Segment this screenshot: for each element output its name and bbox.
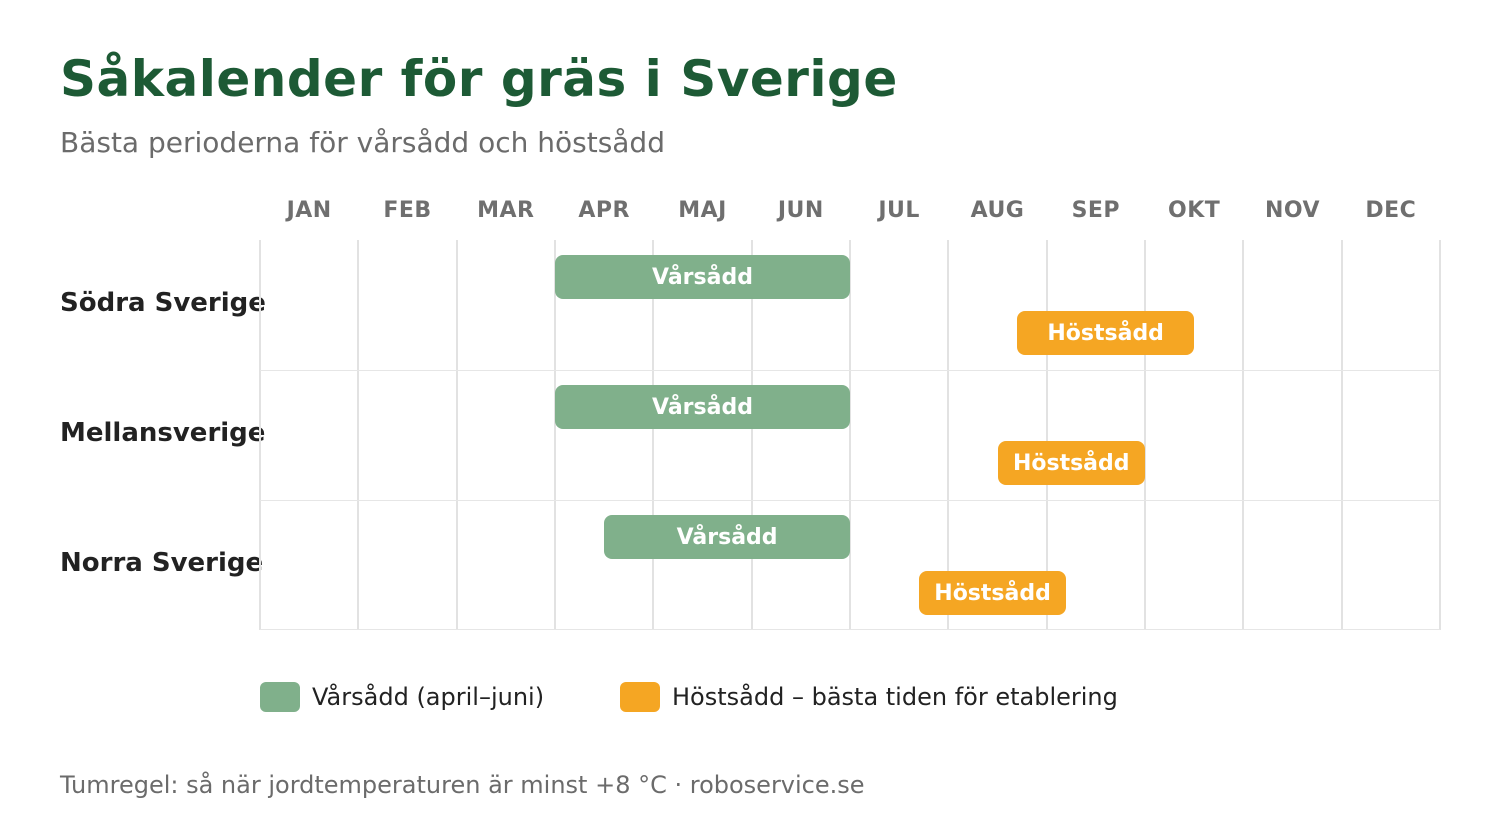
month-label-dec: DEC — [1365, 198, 1417, 223]
grid-vline — [554, 240, 556, 630]
grid-vline — [1242, 240, 1245, 630]
calendar-grid: Vårsådd Höstsådd Vårsådd Höstsådd Vårsådd Hös… — [259, 240, 1441, 630]
month-label-nov: NOV — [1264, 198, 1321, 223]
grid-vline — [357, 240, 360, 630]
bar-hostsadd: Höstsådd — [997, 441, 1145, 485]
grid-vline — [1439, 240, 1441, 630]
month-label-maj: MAJ — [678, 198, 727, 223]
footer-note: Tumregel: så när jordtemperaturen är min… — [60, 771, 865, 799]
grid-hline — [260, 500, 1440, 501]
month-label-mar: MAR — [477, 198, 535, 223]
month-label-feb: FEB — [383, 198, 432, 223]
month-label-jul: JUL — [878, 198, 920, 223]
month-label-jun: JUN — [777, 198, 824, 223]
grid-vline — [652, 240, 655, 630]
region-label: Södra Sverige — [60, 288, 266, 318]
month-label-aug: AUG — [970, 198, 1025, 223]
month-label-jan: JAN — [286, 198, 332, 223]
grid-hline — [260, 629, 1440, 630]
legend-swatch-autumn — [620, 682, 660, 712]
grid-vline — [1340, 240, 1343, 630]
chart-subtitle: Bästa perioderna för vårsådd och höstsåd… — [60, 126, 665, 159]
chart-title: Såkalender för gräs i Sverige — [60, 50, 898, 108]
grid-vline — [455, 240, 458, 630]
grid-vline — [849, 240, 851, 630]
bar-varsadd: Vårsådd — [555, 255, 850, 299]
region-label: Mellansverige — [60, 418, 266, 448]
bar-hostsadd: Höstsådd — [918, 571, 1067, 615]
bar-varsadd: Vårsådd — [604, 515, 850, 559]
grid-vline — [750, 240, 753, 630]
legend-label-autumn: Höstsådd – bästa tiden för etablering — [672, 683, 1118, 711]
legend-label-spring: Vårsådd (april–juni) — [312, 683, 545, 711]
grid-hline — [260, 370, 1440, 371]
month-label-okt: OKT — [1168, 198, 1221, 223]
region-label: Norra Sverige — [60, 548, 264, 578]
grid-vline — [259, 240, 261, 630]
month-label-apr: APR — [578, 198, 630, 223]
grid-vline — [1144, 240, 1146, 630]
legend-swatch-spring — [260, 682, 300, 712]
month-label-sep: SEP — [1071, 198, 1121, 223]
bar-varsadd: Vårsådd — [555, 385, 850, 429]
grid-vline — [947, 240, 950, 630]
bar-hostsadd: Höstsådd — [1017, 311, 1195, 355]
grid-vline — [1045, 240, 1048, 630]
